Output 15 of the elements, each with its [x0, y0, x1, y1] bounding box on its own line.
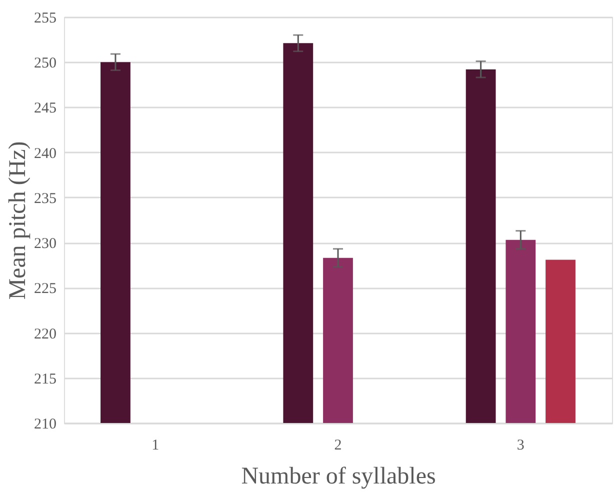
x-axis-title: Number of syllables	[241, 464, 436, 490]
x-tick-label: 1	[152, 438, 160, 454]
y-tick-label: 230	[34, 236, 56, 252]
y-tick-label: 225	[34, 281, 56, 298]
y-tick-label: 210	[34, 416, 56, 432]
y-tick-label: 250	[34, 56, 56, 72]
x-tick-label: 2	[334, 438, 342, 454]
y-tick-label: 245	[34, 100, 56, 117]
y-axis-title: Mean pitch (Hz)	[5, 141, 31, 300]
y-tick-label: 240	[34, 146, 56, 162]
y-tick-label: 220	[34, 326, 56, 342]
y-tick-label: 235	[34, 190, 56, 207]
y-tick-label: 255	[34, 10, 56, 26]
x-tick-label: 3	[516, 438, 524, 454]
y-tick-label: 215	[34, 371, 56, 388]
